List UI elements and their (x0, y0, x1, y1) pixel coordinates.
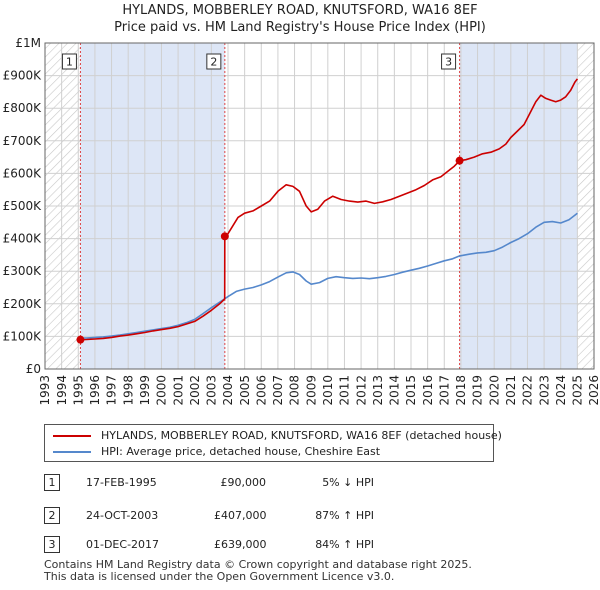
x-tick-label: 1998 (121, 375, 135, 406)
sale-date: 01-DEC-2017 (86, 538, 160, 551)
sale-point (220, 232, 229, 241)
sale-label: 3 (445, 56, 452, 69)
y-tick-label: £900K (3, 69, 43, 83)
sale-hpi-change: 84% ↑ HPI (315, 538, 374, 551)
legend: HYLANDS, MOBBERLEY ROAD, KNUTSFORD, WA16… (44, 424, 502, 462)
x-tick-label: 2016 (421, 375, 435, 406)
x-tick-label: 2010 (321, 375, 335, 406)
x-tick-label: 1999 (138, 375, 152, 406)
sale-label: 2 (210, 56, 217, 69)
y-tick-label: £200K (3, 297, 43, 311)
x-tick-label: 1997 (105, 375, 119, 406)
x-tick-label: 2007 (271, 375, 285, 406)
price-chart: 1 2 3 £0 £100K £200K £300K £400K £500K £600K £700… (3, 36, 600, 406)
y-tick-label: £500K (3, 199, 43, 213)
sale-hpi-change: 5% ↓ HPI (322, 476, 374, 489)
y-tick-label: £400K (3, 232, 43, 246)
sale-hpi-change: 87% ↑ HPI (315, 509, 374, 522)
x-tick-label: 2003 (205, 375, 219, 406)
property-price-line (80, 78, 579, 341)
sale-label: 1 (66, 56, 73, 69)
sale-price: £639,000 (214, 538, 267, 551)
y-tick-label: £600K (3, 166, 43, 180)
y-tick-label: £300K (3, 264, 43, 278)
sale-price: £90,000 (220, 476, 267, 489)
y-tick-label: £100K (3, 329, 43, 343)
x-tick-label: 2013 (371, 375, 385, 406)
x-tick-label: 2004 (221, 375, 235, 406)
x-tick-label: 2022 (521, 375, 535, 406)
legend-label-property: HYLANDS, MOBBERLEY ROAD, KNUTSFORD, WA16… (101, 429, 502, 442)
chart-title: HYLANDS, MOBBERLEY ROAD, KNUTSFORD, WA16… (0, 2, 600, 36)
x-tick-label: 2002 (188, 375, 202, 406)
sale-label-box (206, 53, 222, 70)
x-tick-label: 1994 (55, 375, 69, 406)
sale-number-badge: 3 (44, 536, 60, 553)
x-tick-label: 2008 (288, 375, 302, 406)
sale-number-badge: 1 (44, 474, 60, 491)
y-tick-label: £0 (26, 362, 41, 376)
x-tick-label: 2009 (304, 375, 318, 406)
sale-date: 17-FEB-1995 (86, 476, 157, 489)
legend-swatch-property (53, 435, 91, 437)
x-tick-label: 2001 (171, 375, 185, 406)
x-tick-label: 2006 (254, 375, 268, 406)
x-tick-label: 2023 (537, 375, 551, 406)
x-tick-label: 2020 (487, 375, 501, 406)
hpi-line (78, 212, 578, 339)
footer-line-2: This data is licensed under the Open Gov… (44, 570, 395, 583)
x-tick-label: 2025 (571, 375, 585, 406)
x-tick-label: 2018 (454, 375, 468, 406)
plot-frame (44, 42, 595, 370)
title-line-1: HYLANDS, MOBBERLEY ROAD, KNUTSFORD, WA16… (122, 3, 478, 18)
sale-point (455, 156, 464, 165)
sale-point (76, 335, 85, 344)
sale-price: £407,000 (214, 509, 267, 522)
y-tick-label: £800K (3, 101, 43, 115)
x-tick-label: 2015 (404, 375, 418, 406)
x-tick-label: 2024 (554, 375, 568, 406)
x-tick-label: 1995 (71, 375, 85, 406)
x-tick-label: 2012 (354, 375, 368, 406)
legend-swatch-hpi (53, 451, 91, 453)
x-tick-label: 2014 (388, 375, 402, 406)
x-tick-label: 1996 (88, 375, 102, 406)
sale-label-box (61, 53, 77, 70)
x-tick-label: 2017 (437, 375, 451, 406)
footer-line-1: Contains HM Land Registry data © Crown c… (44, 558, 472, 571)
y-tick-label: £700K (3, 134, 43, 148)
x-tick-label: 1993 (38, 375, 52, 406)
x-tick-label: 2019 (471, 375, 485, 406)
y-tick-label: £1M (15, 36, 41, 50)
legend-item-hpi: HPI: Average price, detached house, Ches… (53, 444, 380, 459)
title-line-2: Price paid vs. HM Land Registry's House … (114, 20, 486, 35)
sale-date: 24-OCT-2003 (86, 509, 159, 522)
footer: Contains HM Land Registry data © Crown c… (44, 559, 472, 583)
sale-number-badge: 2 (44, 507, 60, 524)
x-tick-label: 2011 (338, 375, 352, 406)
sale-label-box (441, 53, 457, 70)
x-tick-label: 2026 (587, 375, 600, 406)
legend-item-property: HYLANDS, MOBBERLEY ROAD, KNUTSFORD, WA16… (53, 428, 502, 443)
x-tick-label: 2005 (238, 375, 252, 406)
x-tick-label: 2021 (504, 375, 518, 406)
legend-label-hpi: HPI: Average price, detached house, Ches… (101, 445, 381, 458)
x-tick-label: 2000 (155, 375, 169, 406)
